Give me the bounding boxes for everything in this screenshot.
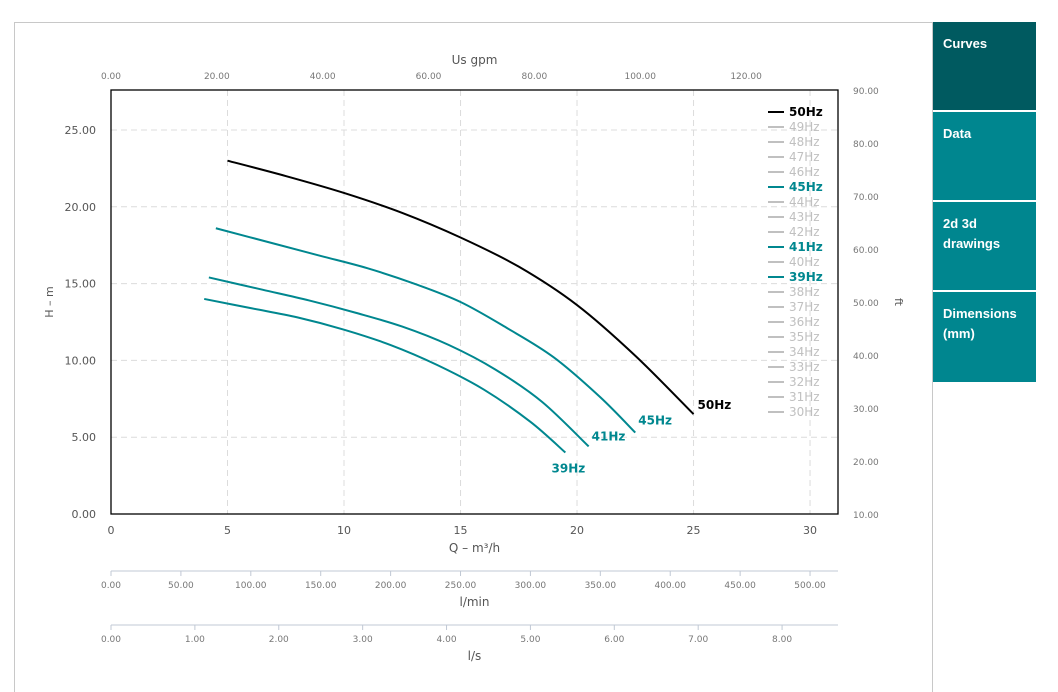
y-tick-label: 10.00 — [65, 354, 97, 367]
y-tick-label: 20.00 — [65, 201, 97, 214]
x-tick-label: 10 — [337, 524, 351, 537]
right-tick-label: 70.00 — [853, 193, 879, 203]
legend-item-31hz: 31Hz — [789, 390, 820, 404]
legend-item-41hz: 41Hz — [789, 240, 823, 254]
legend-item-35hz: 35Hz — [789, 330, 820, 344]
curve-39hz — [204, 297, 567, 454]
right-tick-label: 40.00 — [853, 352, 879, 362]
top-tick-label: 100.00 — [624, 72, 656, 82]
lpm-tick-label: 500.00 — [794, 581, 826, 591]
legend-item-39hz: 39Hz — [789, 270, 823, 284]
x-tick-label: 30 — [803, 524, 817, 537]
right-tick-label: 60.00 — [853, 246, 879, 256]
lps-tick-label: 7.00 — [688, 635, 708, 645]
lpm-axis-label: l/min — [459, 595, 489, 609]
legend-item-42hz: 42Hz — [789, 225, 820, 239]
y-tick-label: 5.00 — [72, 431, 97, 444]
tab-data[interactable]: Data — [933, 112, 1036, 202]
lpm-tick-label: 350.00 — [585, 581, 617, 591]
legend-item-40hz: 40Hz — [789, 255, 820, 269]
x-tick-label: 15 — [454, 524, 468, 537]
lps-tick-label: 1.00 — [185, 635, 205, 645]
right-axis-label: ft — [892, 298, 905, 307]
lpm-tick-label: 50.00 — [168, 581, 194, 591]
lpm-tick-label: 100.00 — [235, 581, 267, 591]
lpm-tick-label: 450.00 — [724, 581, 756, 591]
curve-50hz — [227, 159, 695, 415]
lpm-tick-label: 300.00 — [515, 581, 547, 591]
lps-tick-label: 2.00 — [269, 635, 289, 645]
right-tick-label: 90.00 — [853, 87, 879, 97]
lpm-tick-label: 400.00 — [654, 581, 686, 591]
sidebar: Curves Data 2d 3d drawings Dimensions (m… — [933, 22, 1036, 382]
y-tick-label: 0.00 — [72, 508, 97, 521]
tab-curves[interactable]: Curves — [933, 22, 1036, 112]
curve-label-41hz: 41Hz — [592, 429, 626, 443]
top-tick-label: 120.00 — [730, 72, 762, 82]
lps-tick-label: 8.00 — [772, 635, 792, 645]
legend-item-38hz: 38Hz — [789, 285, 820, 299]
lps-tick-label: 0.00 — [101, 635, 121, 645]
x-tick-label: 0 — [108, 524, 115, 537]
legend-item-44hz: 44Hz — [789, 195, 820, 209]
legend-item-48hz: 48Hz — [789, 135, 820, 149]
lps-tick-label: 4.00 — [437, 635, 457, 645]
legend-item-37hz: 37Hz — [789, 300, 820, 314]
x-tick-label: 25 — [687, 524, 701, 537]
x-axis-label: Q – m³/h — [449, 541, 500, 555]
top-tick-label: 60.00 — [416, 72, 442, 82]
top-tick-label: 40.00 — [310, 72, 336, 82]
y-axis-label: H – m — [43, 286, 56, 317]
legend-item-49hz: 49Hz — [789, 120, 820, 134]
legend-item-36hz: 36Hz — [789, 315, 820, 329]
curve-label-45hz: 45Hz — [638, 414, 672, 428]
legend-item-33hz: 33Hz — [789, 360, 820, 374]
lps-tick-label: 6.00 — [604, 635, 624, 645]
tab-2d-3d-drawings[interactable]: 2d 3d drawings — [933, 202, 1036, 292]
lps-tick-label: 5.00 — [520, 635, 540, 645]
right-tick-label: 80.00 — [853, 140, 879, 150]
lps-tick-label: 3.00 — [353, 635, 373, 645]
top-tick-label: 0.00 — [101, 72, 121, 82]
top-tick-label: 80.00 — [521, 72, 547, 82]
curve-label-50hz: 50Hz — [698, 398, 732, 412]
lpm-tick-label: 0.00 — [101, 581, 121, 591]
tab-dimensions[interactable]: Dimensions (mm) — [933, 292, 1036, 382]
legend-item-45hz: 45Hz — [789, 180, 823, 194]
legend-item-32hz: 32Hz — [789, 375, 820, 389]
right-tick-label: 30.00 — [853, 405, 879, 415]
right-tick-label: 10.00 — [853, 511, 879, 521]
lpm-tick-label: 150.00 — [305, 581, 337, 591]
curve-45hz — [215, 227, 636, 434]
legend-item-34hz: 34Hz — [789, 345, 820, 359]
legend-item-47hz: 47Hz — [789, 150, 820, 164]
right-tick-label: 20.00 — [853, 458, 879, 468]
lpm-tick-label: 200.00 — [375, 581, 407, 591]
top-tick-label: 20.00 — [204, 72, 230, 82]
plot-frame — [110, 89, 839, 515]
x-tick-label: 5 — [224, 524, 231, 537]
lps-axis-label: l/s — [468, 649, 482, 663]
lpm-tick-label: 250.00 — [445, 581, 477, 591]
legend-item-50hz: 50Hz — [789, 105, 823, 119]
legend-item-46hz: 46Hz — [789, 165, 820, 179]
right-tick-label: 50.00 — [853, 299, 879, 309]
top-axis-label: Us gpm — [452, 53, 498, 67]
curve-41hz — [208, 276, 590, 448]
legend-item-43hz: 43Hz — [789, 210, 820, 224]
legend-item-30hz: 30Hz — [789, 405, 820, 419]
y-tick-label: 15.00 — [65, 278, 97, 291]
pump-curve-chart: 0 5 10 15 20 25 30 Q – m³/h 0.00 5.00 10.00 15.00 20… — [43, 53, 905, 663]
y-tick-label: 25.00 — [65, 124, 97, 137]
chart-panel: 0 5 10 15 20 25 30 Q – m³/h 0.00 5.00 10.00 15.00 20… — [14, 22, 933, 692]
x-tick-label: 20 — [570, 524, 584, 537]
curve-label-39hz: 39Hz — [552, 462, 586, 476]
